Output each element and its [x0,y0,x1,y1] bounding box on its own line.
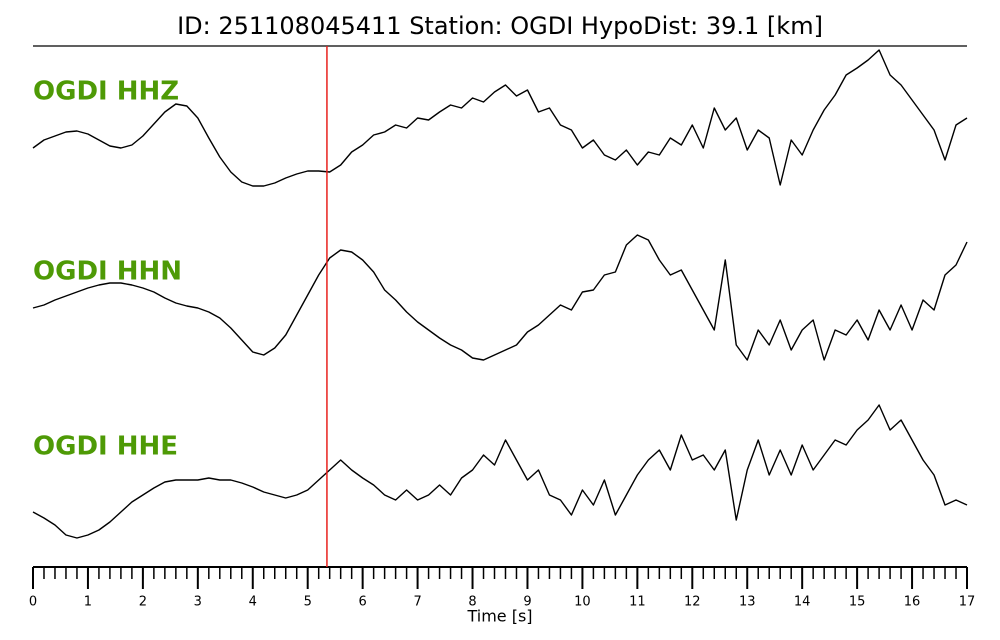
x-tick-label: 2 [139,595,147,610]
x-tick-label: 9 [523,595,531,610]
x-tick-label: 7 [413,595,421,610]
x-tick-label: 3 [194,595,202,610]
chart-title: ID: 251108045411 Station: OGDI HypoDist:… [177,12,823,40]
x-tick-label: 6 [359,595,367,610]
x-tick-label: 10 [574,595,591,610]
x-tick-label: 4 [249,595,257,610]
x-tick-label: 5 [304,595,312,610]
trace [32,404,968,539]
x-tick-label: 16 [904,595,921,610]
x-tick-label: 14 [794,595,811,610]
x-tick-label: 1 [84,595,92,610]
x-axis-label: Time [s] [466,607,532,626]
x-tick-label: 8 [468,595,476,610]
x-tick-label: 13 [739,595,756,610]
x-tick-label: 11 [629,595,646,610]
x-tick-label: 15 [849,595,866,610]
trace-label: OGDI HHE [33,432,178,462]
trace [32,49,968,187]
x-tick-label: 12 [684,595,701,610]
x-tick-label: 0 [29,595,37,610]
trace-label: OGDI HHZ [33,77,179,107]
trace [32,234,968,361]
x-tick-label: 17 [959,595,976,610]
trace-label: OGDI HHN [33,257,182,287]
